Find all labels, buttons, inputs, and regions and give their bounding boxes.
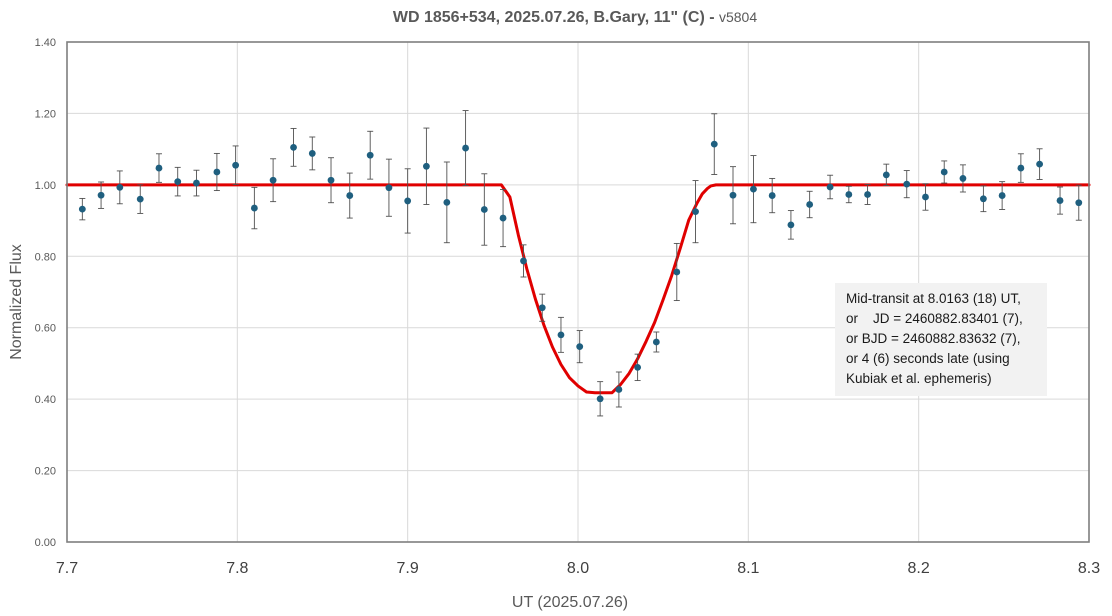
data-point	[97, 191, 105, 199]
data-point	[652, 338, 660, 346]
data-point	[538, 304, 546, 312]
chart-title-version: v5804	[719, 9, 757, 25]
y-tick-label: 0.60	[35, 323, 56, 335]
data-point	[174, 178, 182, 186]
data-point	[787, 221, 795, 229]
data-point	[250, 204, 258, 212]
data-point	[480, 206, 488, 213]
data-point	[193, 179, 200, 187]
data-point	[213, 168, 221, 176]
data-point	[903, 180, 911, 188]
y-tick-label: 1.40	[35, 37, 56, 49]
annotation-box: Mid-transit at 8.0163 (18) UT, or JD = 2…	[835, 283, 1047, 396]
data-point	[1017, 164, 1025, 172]
data-point	[136, 195, 144, 203]
y-axis-label: Normalized Flux	[8, 244, 25, 360]
data-point	[1036, 160, 1044, 168]
data-point	[864, 191, 871, 198]
chart-title: WD 1856+534, 2025.07.26, B.Gary, 11" (C)…	[393, 9, 757, 26]
data-points-layer	[78, 140, 1083, 403]
annotation-background	[835, 283, 1047, 396]
data-point	[443, 198, 451, 206]
y-tick-label: 1.00	[35, 180, 56, 192]
model-curve-layer	[65, 183, 1091, 395]
annotation-line-3: or BJD = 2460882.83632 (7),	[846, 331, 1021, 346]
data-point	[768, 192, 776, 199]
annotation-line-5: Kubiak et al. ephemeris)	[846, 371, 992, 386]
data-point	[155, 164, 163, 172]
annotation-line-4: or 4 (6) seconds late (using	[846, 351, 1010, 366]
x-tick-label: 8.2	[908, 560, 930, 577]
data-point	[462, 144, 469, 152]
data-point	[940, 168, 948, 176]
data-point	[423, 162, 430, 170]
data-point	[922, 193, 929, 201]
data-point	[1056, 197, 1064, 204]
data-point	[308, 150, 316, 157]
data-point	[576, 343, 584, 351]
data-point	[710, 140, 718, 148]
data-point	[615, 386, 623, 393]
data-point	[499, 214, 507, 222]
data-point	[826, 183, 834, 191]
data-point	[634, 363, 642, 371]
y-tick-label: 1.20	[35, 108, 56, 120]
y-tick-label: 0.00	[35, 537, 56, 549]
x-tick-label: 7.9	[397, 560, 419, 577]
x-tick-label: 8.0	[567, 560, 589, 577]
data-point	[327, 176, 335, 184]
data-point	[346, 192, 354, 199]
data-point	[232, 161, 240, 169]
data-point	[979, 195, 987, 203]
data-point	[520, 257, 527, 265]
plot-frame	[66, 41, 1090, 543]
data-point	[673, 268, 681, 276]
y-tick-label: 0.20	[35, 466, 56, 478]
data-point	[366, 151, 374, 159]
x-tick-label: 7.7	[56, 560, 78, 577]
data-point	[78, 205, 86, 213]
data-point	[750, 185, 757, 193]
data-point	[269, 176, 277, 184]
transit-model-line	[65, 183, 1091, 395]
data-point	[959, 175, 967, 182]
data-point	[998, 192, 1006, 199]
data-point	[290, 143, 297, 151]
data-point	[692, 208, 699, 216]
data-point	[385, 184, 393, 192]
x-tick-labels: 7.7 7.8 7.9 8.0 8.1 8.2 8.3	[56, 560, 1100, 577]
data-point	[806, 201, 814, 208]
data-point	[845, 191, 853, 198]
chart-title-main: WD 1856+534, 2025.07.26, B.Gary, 11" (C)…	[393, 9, 719, 26]
data-point	[729, 191, 737, 199]
annotation-line-1: Mid-transit at 8.0163 (18) UT,	[846, 291, 1021, 306]
data-point	[1075, 199, 1083, 207]
y-tick-label: 0.80	[35, 251, 56, 263]
data-point	[404, 197, 412, 205]
x-tick-label: 8.1	[737, 560, 759, 577]
data-point	[596, 395, 604, 403]
data-point	[116, 183, 124, 191]
x-axis-label: UT (2025.07.26)	[512, 594, 628, 611]
y-tick-label: 0.40	[35, 394, 56, 406]
y-tick-labels: 0.00 0.20 0.40 0.60 0.80 1.00 1.20 1.40	[35, 37, 56, 549]
data-point	[882, 171, 890, 179]
annotation-line-2: or JD = 2460882.83401 (7),	[846, 311, 1023, 326]
x-tick-label: 8.3	[1078, 560, 1100, 577]
data-point	[557, 331, 565, 339]
x-tick-label: 7.8	[226, 560, 248, 577]
